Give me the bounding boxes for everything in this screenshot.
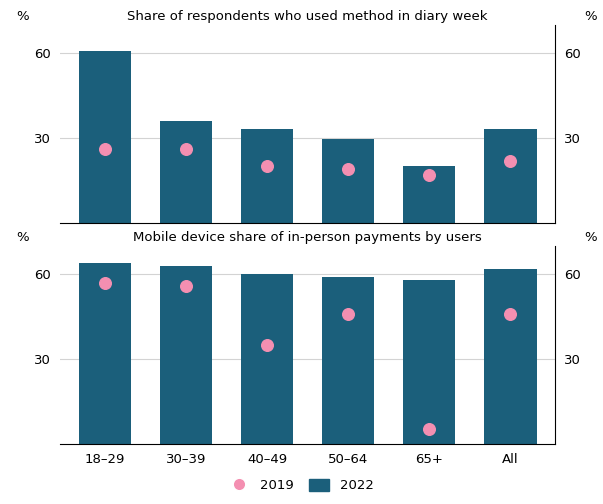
Bar <box>160 266 212 444</box>
Bar <box>241 130 293 223</box>
Bar <box>484 130 537 223</box>
Bar <box>322 140 374 223</box>
Point <box>425 425 434 433</box>
Bar <box>484 269 537 444</box>
Text: %: % <box>16 10 28 23</box>
Point <box>343 165 353 173</box>
Text: %: % <box>584 10 597 23</box>
Bar <box>78 50 131 223</box>
Text: %: % <box>16 231 28 244</box>
Legend: 2019, 2022: 2019, 2022 <box>224 473 379 497</box>
Title: Mobile device share of in-person payments by users: Mobile device share of in-person payment… <box>133 231 482 243</box>
Point <box>505 310 515 318</box>
Text: %: % <box>584 231 597 244</box>
Bar <box>78 263 131 444</box>
Bar <box>241 274 293 444</box>
Point <box>505 156 515 164</box>
Point <box>425 170 434 178</box>
Point <box>262 162 272 170</box>
Point <box>343 310 353 318</box>
Bar <box>322 277 374 444</box>
Bar <box>403 166 455 223</box>
Bar <box>403 280 455 444</box>
Point <box>100 279 110 287</box>
Point <box>100 145 110 153</box>
Title: Share of respondents who used method in diary week: Share of respondents who used method in … <box>127 10 488 23</box>
Bar <box>160 121 212 223</box>
Point <box>181 282 191 290</box>
Point <box>262 341 272 349</box>
Point <box>181 145 191 153</box>
